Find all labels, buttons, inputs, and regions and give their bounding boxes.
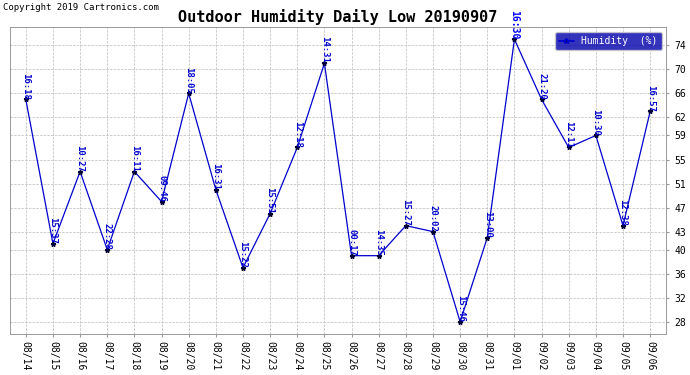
- Legend: Humidity  (%): Humidity (%): [555, 32, 662, 50]
- Text: 16:31: 16:31: [211, 163, 220, 189]
- Text: 21:20: 21:20: [537, 72, 546, 99]
- Text: 10:30: 10:30: [591, 109, 600, 135]
- Text: 16:57: 16:57: [646, 84, 655, 111]
- Text: 00:17: 00:17: [347, 229, 356, 256]
- Text: 14:31: 14:31: [320, 36, 329, 63]
- Text: 20:02: 20:02: [428, 205, 437, 232]
- Text: 10:27: 10:27: [76, 145, 85, 171]
- Text: 13:00: 13:00: [483, 211, 492, 238]
- Text: 18:05: 18:05: [184, 66, 193, 93]
- Text: Copyright 2019 Cartronics.com: Copyright 2019 Cartronics.com: [3, 3, 159, 12]
- Text: 22:28: 22:28: [103, 223, 112, 250]
- Text: 16:18: 16:18: [21, 72, 30, 99]
- Text: 09:46: 09:46: [157, 175, 166, 202]
- Text: 16:30: 16:30: [509, 10, 520, 39]
- Text: 15:46: 15:46: [455, 295, 464, 322]
- Text: 14:35: 14:35: [374, 229, 383, 256]
- Text: 15:37: 15:37: [48, 217, 57, 244]
- Text: 12:38: 12:38: [618, 199, 627, 226]
- Text: 15:27: 15:27: [402, 199, 411, 226]
- Text: 12:18: 12:18: [293, 121, 302, 147]
- Text: 16:11: 16:11: [130, 145, 139, 171]
- Text: 15:51: 15:51: [266, 187, 275, 214]
- Text: 15:22: 15:22: [239, 241, 248, 268]
- Text: 12:11: 12:11: [564, 121, 573, 147]
- Title: Outdoor Humidity Daily Low 20190907: Outdoor Humidity Daily Low 20190907: [178, 9, 497, 25]
